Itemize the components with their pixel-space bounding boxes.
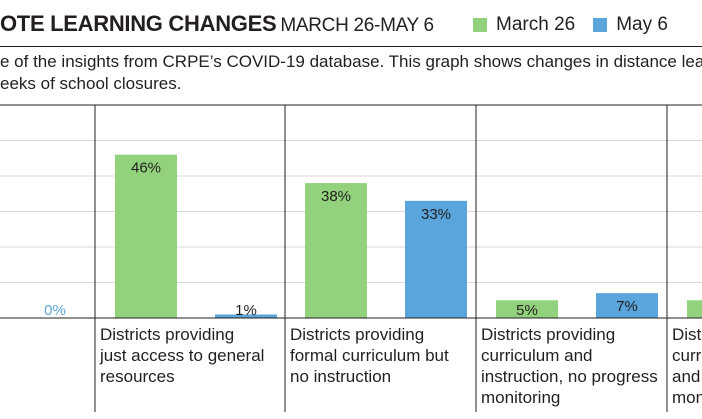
title-date-range: MARCH 26-MAY 6 bbox=[280, 15, 434, 36]
subtitle-line-1: e of the insights from CRPE’s COVID-19 d… bbox=[0, 52, 702, 71]
legend-label-may: May 6 bbox=[616, 14, 668, 35]
category-label: monitoring bbox=[481, 388, 560, 407]
bar bbox=[496, 300, 558, 318]
legend-item-may: May 6 bbox=[593, 13, 668, 37]
category-label: no instruction bbox=[290, 367, 391, 386]
data-label: 7% bbox=[616, 298, 638, 315]
category-label: Distr bbox=[672, 325, 702, 344]
data-label: 0% bbox=[44, 302, 66, 319]
bar bbox=[115, 154, 177, 318]
category-label: instruction, no progress bbox=[481, 367, 658, 386]
category-label: Districts providing bbox=[481, 325, 615, 344]
chart-title: OTE LEARNING CHANGES MARCH 26-MAY 6 bbox=[0, 9, 434, 41]
title-main: OTE LEARNING CHANGES bbox=[0, 11, 277, 36]
legend-swatch-march bbox=[473, 18, 487, 32]
bar bbox=[215, 314, 277, 318]
bar bbox=[596, 293, 658, 318]
data-label: 38% bbox=[321, 188, 351, 205]
data-label: 33% bbox=[421, 206, 451, 223]
chart-header: OTE LEARNING CHANGES MARCH 26-MAY 6 March… bbox=[0, 0, 702, 47]
category-label: formal curriculum but bbox=[290, 346, 449, 365]
category-label: Districts providing bbox=[290, 325, 424, 344]
subtitle-line-2: eeks of school closures. bbox=[0, 74, 182, 93]
data-label: 46% bbox=[131, 160, 161, 177]
category-label: curriculum and bbox=[481, 346, 593, 365]
data-label: 5% bbox=[516, 302, 538, 319]
legend-swatch-may bbox=[593, 18, 608, 32]
legend-item-march: March 26 bbox=[473, 13, 575, 37]
bar bbox=[687, 300, 702, 318]
bar bbox=[305, 183, 367, 318]
data-label: 1% bbox=[235, 302, 257, 319]
bar bbox=[405, 200, 467, 318]
legend-label-march: March 26 bbox=[496, 14, 576, 35]
category-label: just access to general bbox=[99, 346, 264, 365]
category-label: and bbox=[672, 367, 700, 386]
category-label: Districts providing bbox=[100, 325, 234, 344]
legend: March 26 May 6 bbox=[473, 13, 686, 37]
category-label: curri bbox=[672, 346, 702, 365]
category-label: moni bbox=[672, 388, 702, 407]
category-label: resources bbox=[100, 367, 175, 386]
chart-subtitle: e of the insights from CRPE’s COVID-19 d… bbox=[0, 51, 702, 95]
